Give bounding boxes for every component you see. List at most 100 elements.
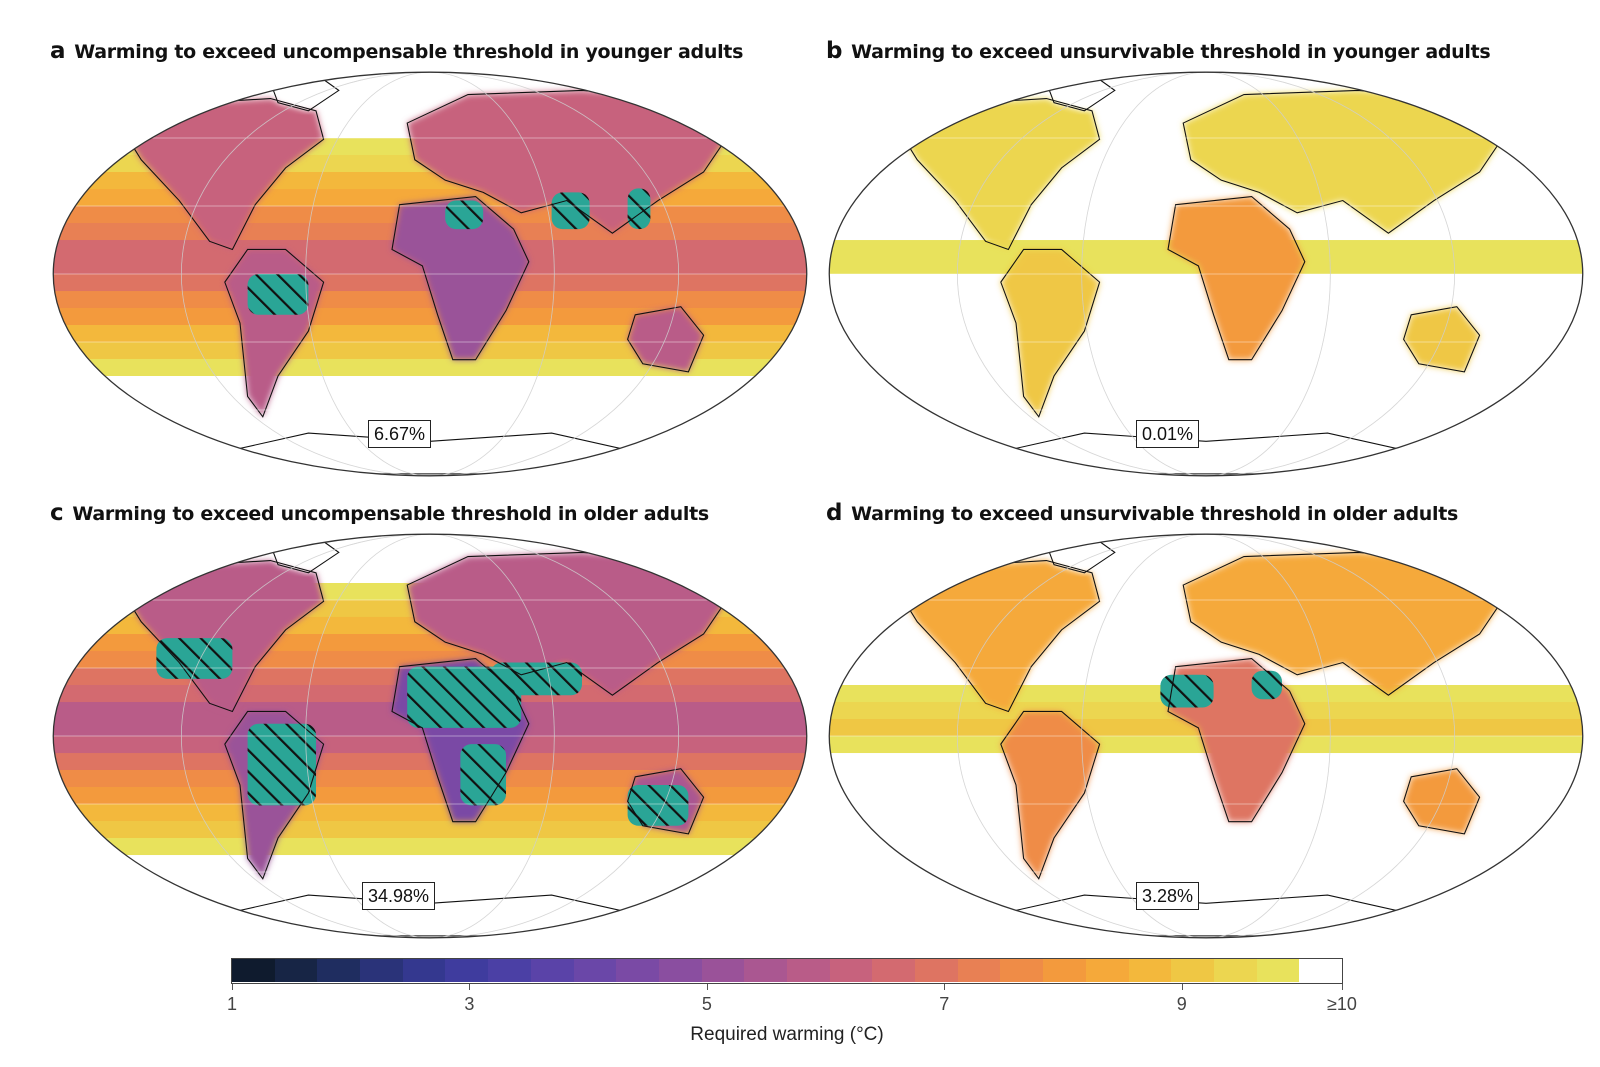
africa-coastline [391,657,530,823]
map-border [52,71,808,477]
ocean-band [829,820,1583,839]
ocean-band [53,307,807,326]
colorbar-cell [787,958,831,982]
ocean-band [53,769,807,788]
map-field [829,534,1583,938]
map-border [52,533,808,939]
north-america-coastline [901,97,1101,251]
graticule-meridian [1081,72,1331,476]
south-america-land [1000,249,1100,417]
south-america-coastline [1000,710,1101,880]
percent-label: 34.98% [362,882,436,910]
colorbar: 1 3 5 7 9 ≥10 Required warming (°C) [227,958,1357,1045]
hatched-region [460,744,506,806]
colorbar-cell [232,958,276,982]
ocean-band [53,549,807,567]
colorbar-cell [1000,958,1044,982]
australia-coastline [1403,768,1481,835]
panel-title-text: Warming to exceed unsurvivable threshold… [851,41,1491,63]
south-america-coastline [1000,248,1101,418]
ocean-band [829,427,1583,445]
colorbar-cell [1256,958,1300,982]
australia-coastline [627,768,705,835]
panel-a: a Warming to exceed uncompensable thresho… [50,38,810,478]
ocean-band [53,291,807,309]
colorbar-tick [1181,984,1183,990]
colorbar-cell [829,958,873,982]
colorbar-tick [706,984,708,990]
north-america-land [126,98,324,250]
map-border [828,533,1584,939]
percent-label: 0.01% [1136,420,1200,448]
ocean-band [53,409,807,428]
africa-coastline [391,195,530,361]
world-map [828,533,1584,939]
north-america-coastline [125,97,325,251]
ocean-band [829,769,1583,788]
panel-title: a Warming to exceed uncompensable thresho… [50,38,743,64]
hatched-region [627,188,651,230]
panel-letter: a [50,38,66,64]
colorbar-tick [944,984,946,990]
ocean-band [829,409,1583,428]
graticule-meridian [180,534,680,938]
graticule-meridian [1081,534,1331,938]
hatched-region [156,638,233,679]
north-america-land [902,560,1100,712]
antarctica-land [217,433,643,474]
colorbar-cell [317,958,361,982]
hatched-region [1251,670,1282,700]
map-border [828,71,1584,477]
ocean-band [829,871,1583,890]
africa-coastline [1167,195,1306,361]
panel-c: c Warming to exceed uncompensable thresho… [50,500,810,940]
eurasia-land [1183,90,1510,234]
colorbar-tick-label: 3 [464,994,475,1014]
colorbar-cell [274,958,318,982]
north-america-land [126,560,324,712]
colorbar-cell [1085,958,1130,982]
antarctica-land [217,895,643,936]
colorbar-cell [957,958,1002,982]
ocean-band [829,358,1583,377]
north-america-land [902,98,1100,250]
hatched-region [627,784,689,826]
colorbar-cell [488,958,532,982]
colorbar-cell [402,958,447,982]
ocean-band [829,855,1583,873]
north-america-coastline [901,559,1101,713]
colorbar-cell [658,958,703,982]
panel-title: d Warming to exceed unsurvivable threshol… [826,500,1458,526]
colorbar-cell [573,958,617,982]
colorbar-cell [701,958,745,982]
ocean-band [53,855,807,873]
ocean-band [829,804,1583,822]
colorbar-cell [1043,958,1087,982]
colorbar-cell [1171,958,1215,982]
colorbar-cell [1213,958,1258,982]
ocean-band [53,376,807,394]
ocean-band [829,307,1583,326]
world-map [828,71,1584,477]
colorbar-cell [1128,958,1172,982]
colorbar-cell [360,958,404,982]
south-america-coastline [224,710,325,880]
south-america-land [1000,711,1100,879]
panel-letter: c [50,500,64,526]
colorbar-tick [232,984,233,990]
colorbar-tick-label: 1 [226,994,238,1014]
ocean-band [829,753,1583,771]
australia-coastline [627,306,705,373]
eurasia-land [407,90,734,234]
colorbar-cell [872,958,916,982]
ocean-band [53,393,807,411]
panel-title-text: Warming to exceed uncompensable threshol… [72,503,709,525]
colorbar-cell [445,958,489,982]
percent-label: 3.28% [1136,882,1200,910]
ocean-band [53,87,807,105]
panel-letter: d [826,500,843,526]
colorbar-tick-label: 9 [1176,994,1187,1014]
map-field [829,72,1583,476]
ocean-band [53,753,807,771]
hatched-region [247,723,316,806]
